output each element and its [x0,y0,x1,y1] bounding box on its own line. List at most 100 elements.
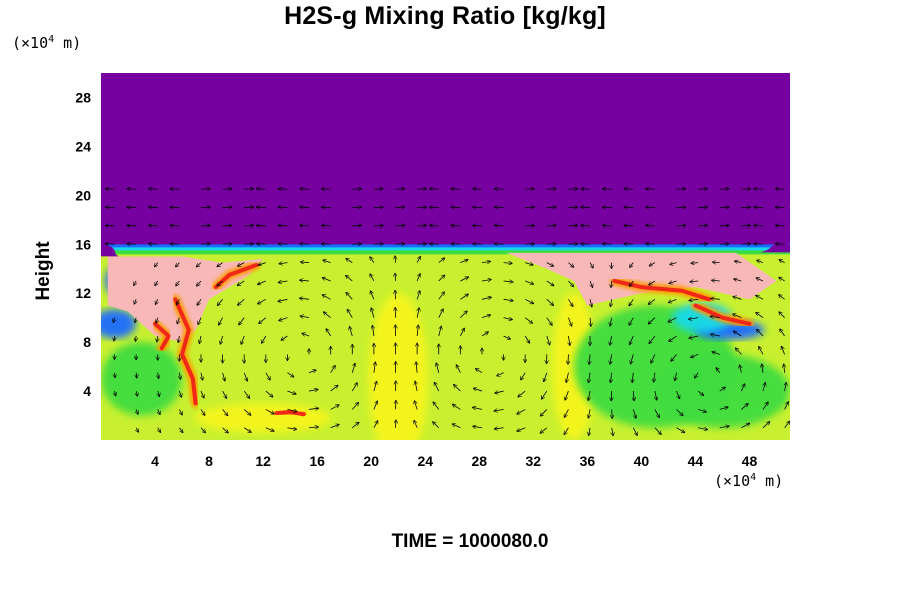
wind-vector [610,372,611,383]
x-tick-label: 36 [580,453,596,469]
y-tick-label: 8 [83,334,91,350]
wind-vector [780,329,785,337]
wind-vector [565,390,569,400]
y-axis-unit: (×104 m) [12,34,81,52]
wind-vector [417,308,419,318]
wind-vector [564,409,569,417]
wind-vector [481,262,490,263]
x-tick-label: 44 [688,453,704,469]
wind-vector [517,427,526,432]
wind-vector [734,279,742,281]
x-tick-label: 8 [205,453,213,469]
mixing-ratio-field [101,73,790,440]
wind-vector [346,258,353,263]
wind-vector [568,280,573,287]
wind-vector [178,335,179,343]
wind-vector [220,335,222,344]
wind-vector [330,385,338,392]
y-axis-ticks: 4 8 12 16 20 24 28 [75,89,91,399]
wind-vector [588,372,590,383]
wind-vector [454,385,461,392]
wind-vector [300,298,310,299]
wind-vector [733,314,742,319]
red-streak-0 [173,297,198,406]
wind-vector [589,427,590,436]
x-tick-label: 28 [471,453,487,469]
red-streak-4 [693,303,752,326]
wind-vector [135,317,136,323]
wind-vector [590,317,591,327]
wind-vector [568,262,573,268]
wind-vector [546,335,550,345]
wind-vector [238,299,245,305]
wind-vector [503,318,513,320]
wind-vector [612,409,613,418]
wind-vector [546,317,552,326]
wind-vector [712,280,720,281]
wind-vector [473,388,483,392]
y-unit-prefix: (×10 [12,34,49,52]
wind-vector [308,389,318,391]
wind-vector [781,346,785,355]
wind-vector [473,426,483,427]
wind-vector [588,409,590,418]
x-tick-label: 40 [634,453,650,469]
wind-vector [452,404,461,410]
wind-vector [196,262,202,267]
wind-vector [710,316,720,317]
wind-vector [629,299,634,305]
wind-vector [347,309,353,318]
wind-vector [649,262,656,266]
wind-vector [590,280,593,287]
wind-vector [278,299,288,301]
wind-vector [258,280,266,284]
wind-vector [259,317,267,324]
wind-vector [199,335,201,343]
wind-vector [136,390,137,396]
wind-vector [261,335,267,343]
y-tick-label: 28 [75,89,91,105]
wind-vector [757,329,764,337]
wind-vector [351,402,358,410]
wind-vector [651,354,656,363]
wind-vector [287,409,296,411]
wind-vector [689,318,699,320]
wind-vector [763,383,765,392]
wind-vector [611,280,612,287]
y-tick-label: 20 [75,187,91,203]
wind-vector [243,372,247,381]
wind-vector [176,280,180,286]
wind-vector [503,281,513,282]
wind-vector [157,335,158,342]
wind-vector [631,354,634,363]
wind-vector [669,281,677,283]
wind-vector [675,372,677,381]
wind-vector [155,299,157,304]
wind-vector [460,277,468,282]
wind-vector [417,325,418,337]
wind-vector [179,409,182,414]
wind-vector [629,280,634,286]
wind-vector [200,390,204,398]
wind-vector [330,365,336,373]
wind-vector [632,409,636,418]
wind-vector [712,352,720,355]
wind-vector [258,263,266,266]
wind-vector [217,280,223,286]
wind-vector [546,299,554,305]
wind-vector [136,427,138,432]
wind-vector [610,354,612,364]
wind-vector [351,363,355,373]
x-unit-suffix: m) [756,472,784,490]
wind-vector [460,328,464,337]
wind-vector [322,278,331,282]
wind-vector [287,372,293,377]
wind-vector [690,281,699,282]
wind-vector [179,390,181,397]
wind-vector [238,262,245,267]
wind-vector [373,421,378,428]
wind-vector [156,317,158,323]
wind-vector [370,257,375,263]
wind-vector [610,299,611,306]
wind-vector [540,409,548,416]
